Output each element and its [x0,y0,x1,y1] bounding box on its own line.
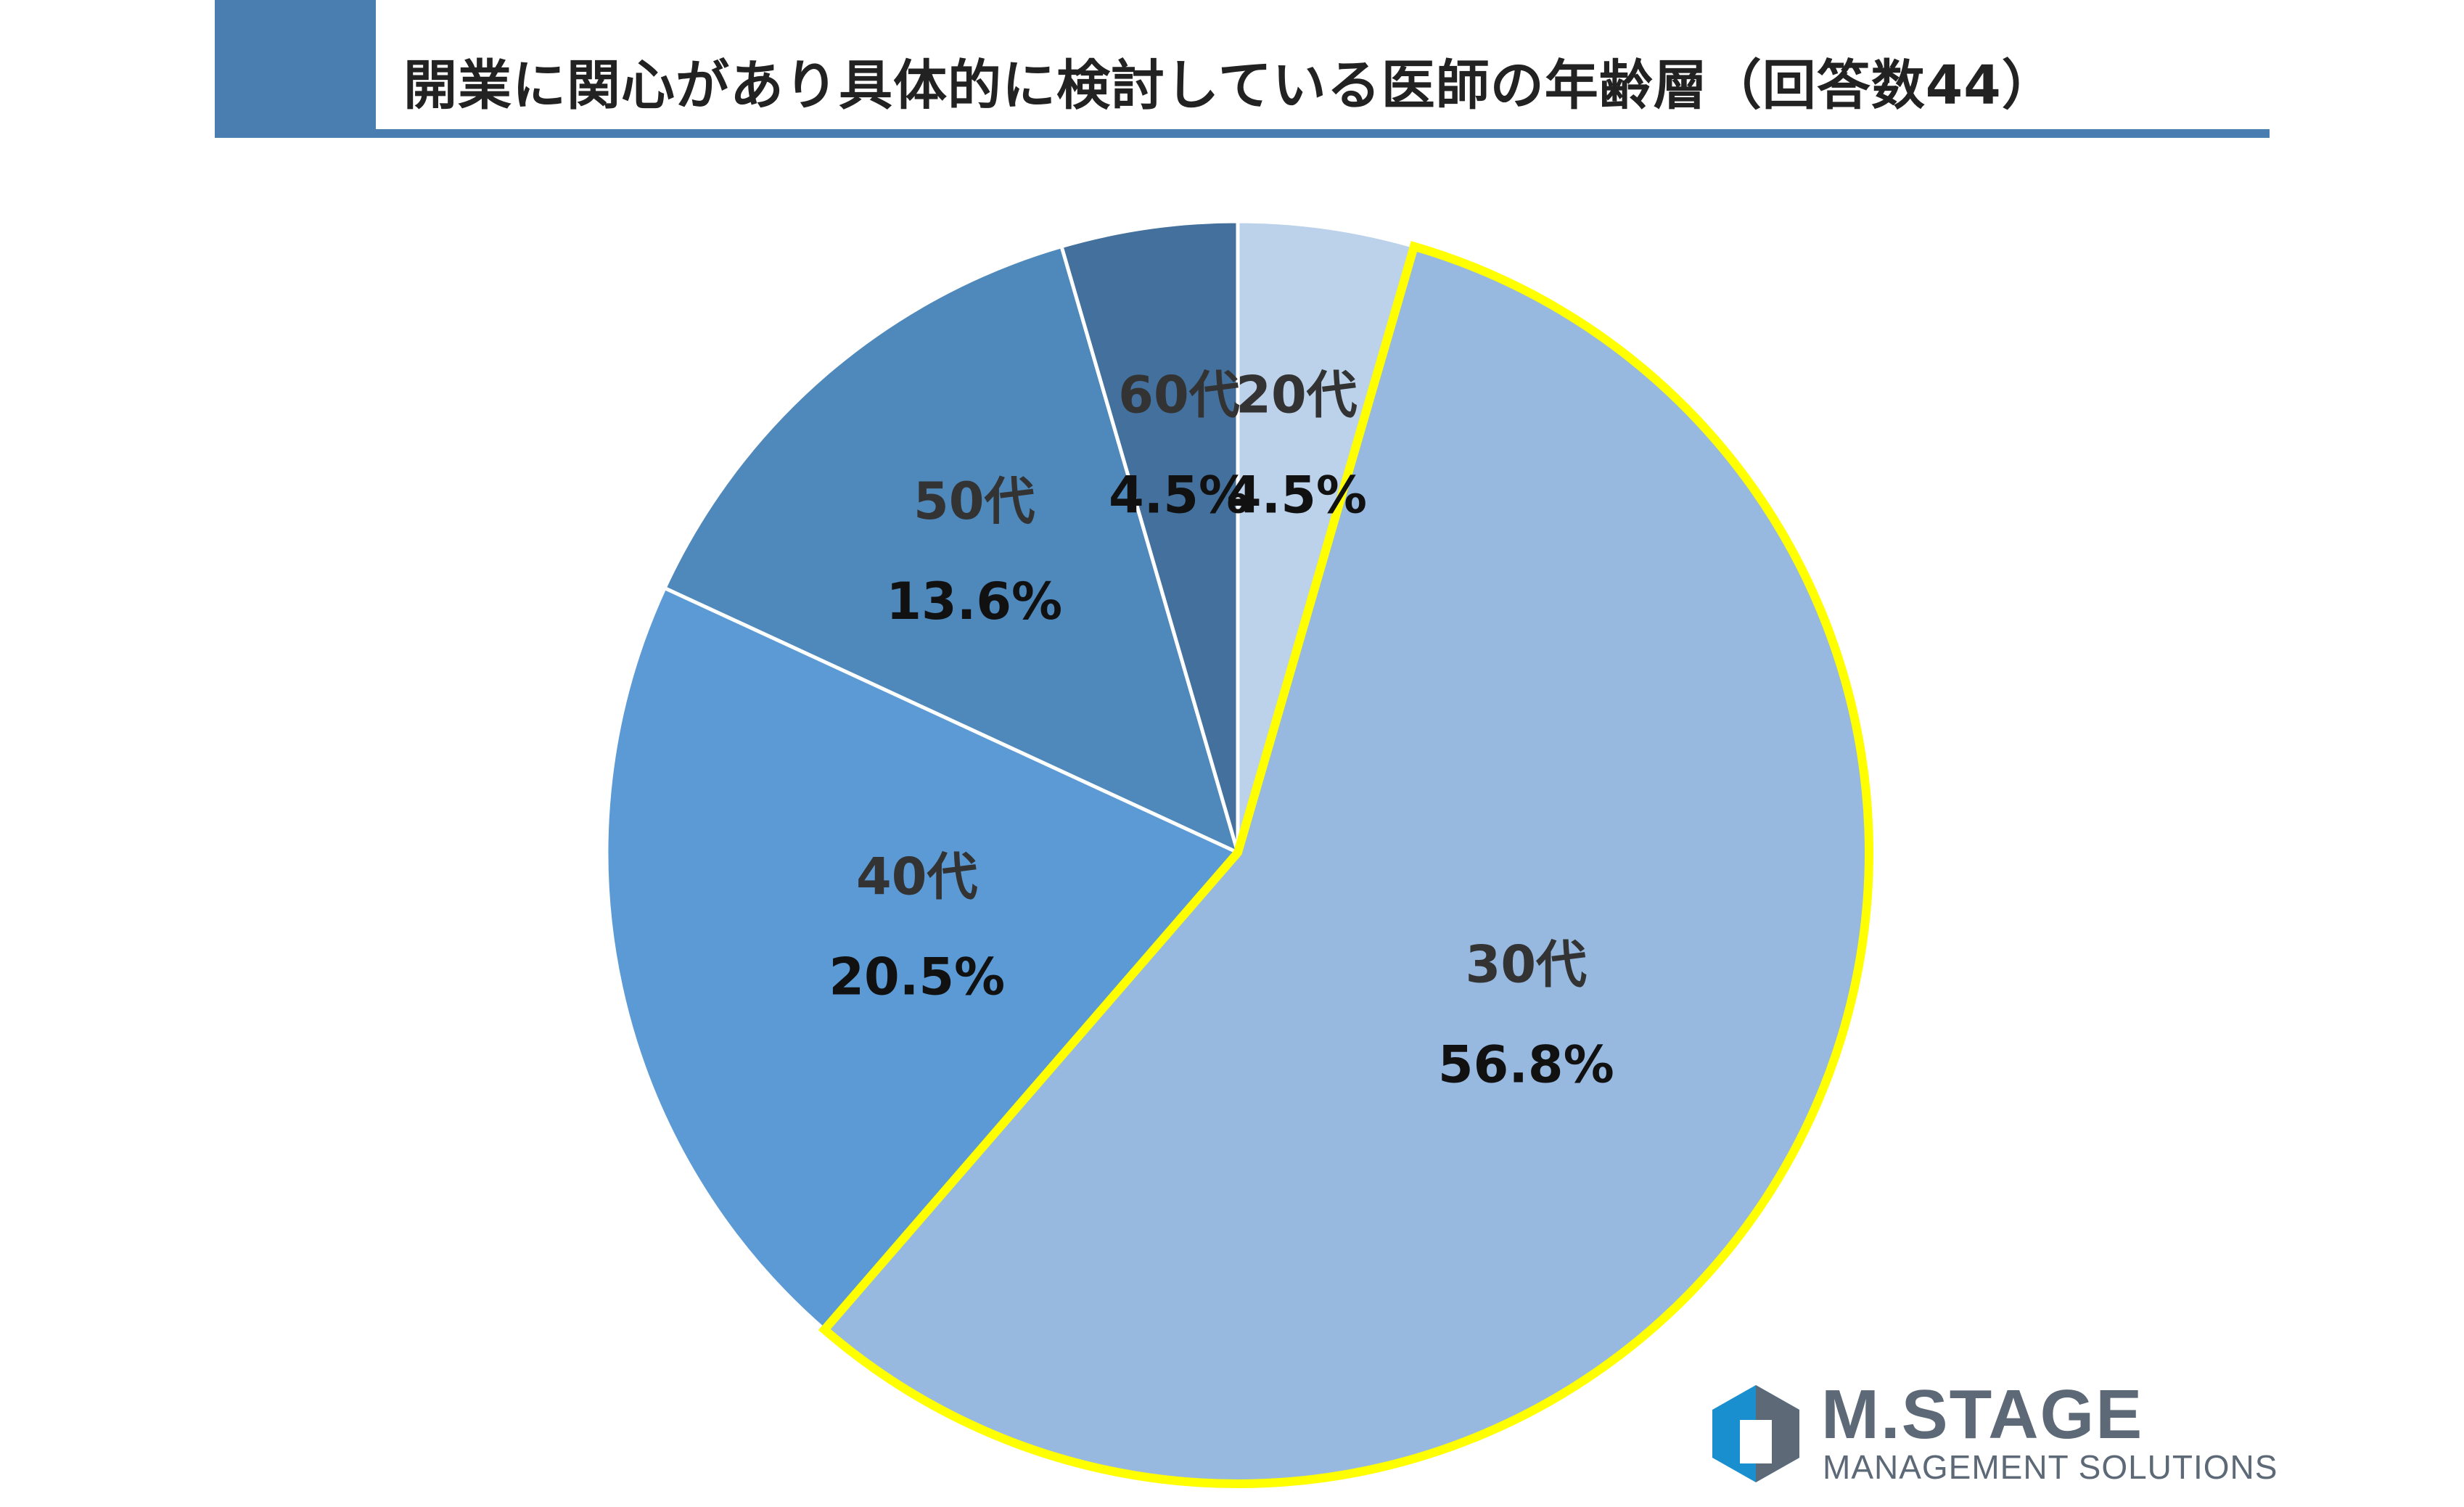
pie-label-value: 4.5% [1109,466,1249,525]
logo-name: M.STAGE [1821,1376,2144,1453]
pie-slice-highlight-30代 [818,241,1873,1488]
pie-label-category: 40代 [856,847,977,906]
pie-slice-50代 [662,244,1241,856]
pie-highlight-outline [818,241,1873,1488]
pie-slice-40代 [604,586,1241,1333]
hexagon-logo-icon [1712,1385,1799,1482]
pie-label-category: 60代 [1118,366,1239,425]
pie-label-category: 30代 [1466,935,1587,994]
pie-label-category: 20代 [1236,366,1357,425]
page-title: 開業に関心があり具体的に検討している医師の年齢層（回答数44） [403,54,2056,117]
pie-slice-60代 [1059,219,1240,853]
brand-logo: M.STAGE MANAGEMENT SOLUTIONS [1705,1375,2277,1491]
pie-label-value: 20.5% [829,947,1005,1006]
title-accent-block [215,0,376,138]
pie-label-value: 56.8% [1438,1035,1614,1094]
logo-subtitle: MANAGEMENT SOLUTIONS [1823,1448,2278,1486]
title-underline [215,129,2270,138]
pie-label-value: 13.6% [886,572,1062,631]
pie-label-value: 4.5% [1226,466,1367,525]
pie-label-category: 50代 [913,472,1035,531]
pie-labels: 20代 4.5% 30代 56.8% 40代 20.5% 50代 13.6% 60代 4.5% [829,366,1614,1095]
pie-slices [604,219,1871,1486]
